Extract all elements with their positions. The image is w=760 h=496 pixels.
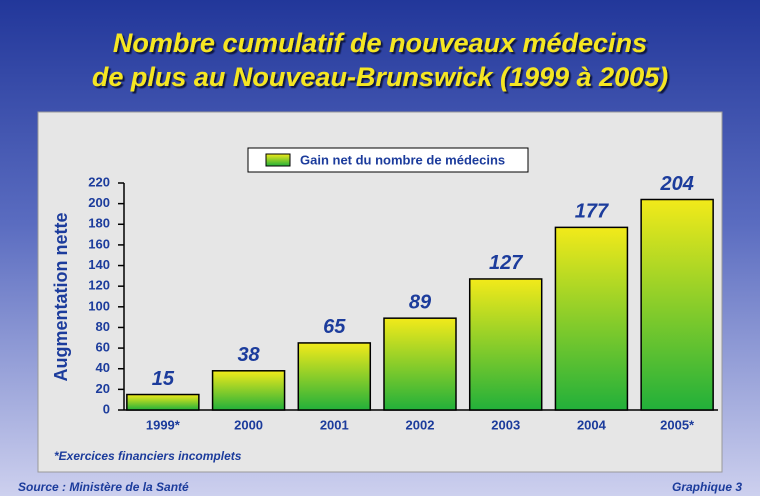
y-tick-label: 180 — [88, 216, 110, 231]
bar — [468, 278, 543, 411]
bar — [554, 226, 629, 411]
bar — [211, 370, 286, 411]
y-tick-label: 200 — [88, 195, 110, 210]
value-label: 204 — [659, 173, 693, 195]
bar — [126, 393, 200, 411]
x-tick-label: 2000 — [234, 417, 263, 432]
value-label: 127 — [489, 252, 523, 274]
y-axis-label: Augmentation nette — [51, 213, 71, 382]
legend-swatch — [265, 153, 291, 167]
x-tick-label: 2003 — [491, 417, 520, 432]
x-tick-label: 1999* — [146, 417, 181, 432]
y-tick-label: 100 — [88, 298, 110, 313]
bar — [640, 198, 714, 411]
x-tick-label: 2004 — [577, 417, 607, 432]
x-tick-label: 2002 — [406, 417, 435, 432]
source: Source : Ministère de la Santé — [18, 480, 189, 494]
figure-label: Graphique 3 — [672, 480, 742, 494]
chart-title: de plus au Nouveau-Brunswick (1999 à 200… — [92, 62, 668, 92]
x-tick-label: 2001 — [320, 417, 349, 432]
chart-title: Nombre cumulatif de nouveaux médecins — [113, 28, 647, 58]
bar — [383, 317, 457, 411]
y-tick-label: 80 — [96, 319, 110, 334]
value-label: 38 — [237, 344, 260, 366]
footnote: *Exercices financiers incomplets — [54, 449, 242, 463]
y-tick-label: 160 — [88, 236, 110, 251]
y-tick-label: 0 — [103, 401, 110, 416]
y-tick-label: 60 — [96, 340, 110, 355]
value-label: 65 — [323, 316, 346, 338]
bar — [297, 342, 372, 411]
value-label: 89 — [409, 291, 432, 313]
x-tick-label: 2005* — [660, 417, 695, 432]
legend — [247, 147, 529, 173]
y-tick-label: 40 — [96, 360, 110, 375]
y-tick-label: 20 — [96, 381, 110, 396]
value-label: 177 — [575, 201, 609, 223]
value-label: 15 — [152, 368, 175, 390]
legend-label: Gain net du nombre de médecins — [300, 152, 505, 167]
y-tick-label: 120 — [88, 278, 110, 293]
y-tick-label: 140 — [88, 257, 110, 272]
y-tick-label: 220 — [88, 174, 110, 189]
